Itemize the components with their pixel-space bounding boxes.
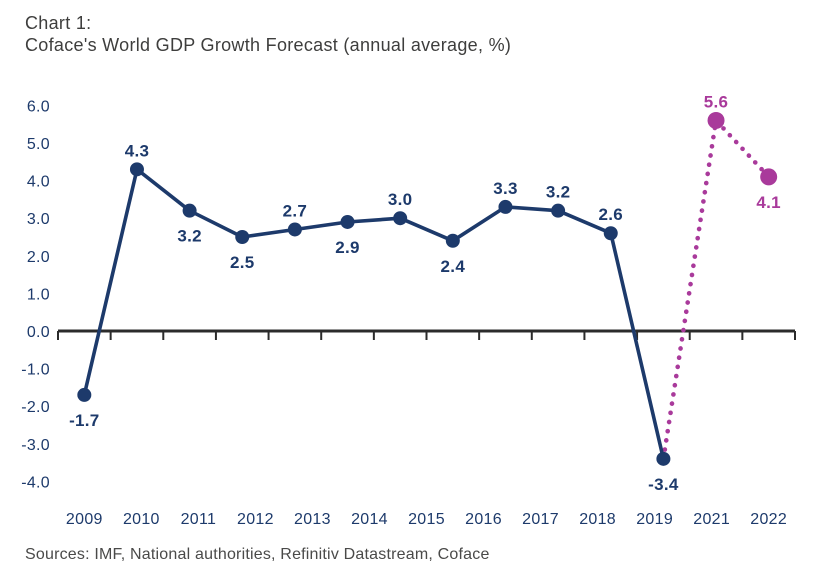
y-axis-tick-label: -3.0 [21,437,50,454]
y-axis-tick-label: -4.0 [21,474,50,491]
data-point-label-2011: 3.2 [177,227,202,246]
data-point-2017 [498,199,513,214]
data-point-label-2022: 4.1 [756,193,781,212]
data-point-2021 [707,111,725,129]
data-point-label-2018: 3.2 [546,183,571,202]
y-axis-tick-label: 2.0 [27,249,50,266]
data-point-2019 [603,226,618,241]
actual-series-line [82,167,666,461]
y-axis-tick-label: -1.0 [21,362,50,379]
x-axis-year-label: 2019 [636,511,673,528]
x-axis-year-label: 2014 [351,511,388,528]
x-axis-year-label: 2012 [237,511,274,528]
x-axis-year-label: 2015 [408,511,445,528]
x-axis-year-label: 2017 [522,511,559,528]
data-point-label-2013: 2.7 [283,201,308,220]
data-point-label-2020: -3.4 [648,475,679,494]
y-axis-tick-label: 1.0 [27,286,50,303]
data-point-2016 [445,233,460,248]
data-point-2010 [129,162,144,177]
data-point-label-2009: -1.7 [69,411,100,430]
x-axis-year-label: 2009 [66,511,103,528]
chart-subtitle: Coface's World GDP Growth Forecast (annu… [25,35,512,55]
data-point-label-2010: 4.3 [125,141,150,160]
x-axis-year-label: 2011 [181,511,217,528]
x-axis-year-label: 2016 [465,511,502,528]
data-point-label-2012: 2.5 [230,253,255,272]
data-point-2020 [656,451,671,466]
x-axis-year-label: 2013 [294,511,331,528]
data-point-label-2019: 2.6 [598,205,623,224]
data-point-2012 [235,230,250,244]
y-axis-tick-label: 6.0 [27,98,50,115]
y-axis-tick-label: 4.0 [27,174,50,191]
data-point-label-2017: 3.3 [493,179,518,198]
data-point-2013 [287,222,302,237]
data-point-2014 [340,214,355,229]
data-point-2018 [551,203,566,218]
y-axis-tick-label: -2.0 [21,399,50,416]
x-axis-year-label: 2021 [693,511,730,528]
forecast-series-line [661,115,771,462]
data-point-2009 [77,387,92,402]
y-axis-tick-label: 0.0 [27,324,50,341]
y-axis-tick-label: 3.0 [27,211,50,228]
x-axis-year-label: 2022 [750,511,787,528]
y-axis-tick-label: 5.0 [27,136,50,153]
chart-number-title: Chart 1: [25,13,92,33]
data-point-label-2021: 5.6 [704,92,729,111]
data-point-2015 [393,211,408,226]
data-point-label-2014: 2.9 [335,238,360,257]
data-point-label-2016: 2.4 [441,257,466,276]
data-point-2011 [182,203,197,218]
x-axis-year-label: 2018 [579,511,616,528]
x-axis-year-label: 2010 [123,511,160,528]
data-point-2022 [760,168,778,186]
chart-sources: Sources: IMF, National authorities, Refi… [25,546,490,563]
data-point-label-2015: 3.0 [388,190,413,209]
